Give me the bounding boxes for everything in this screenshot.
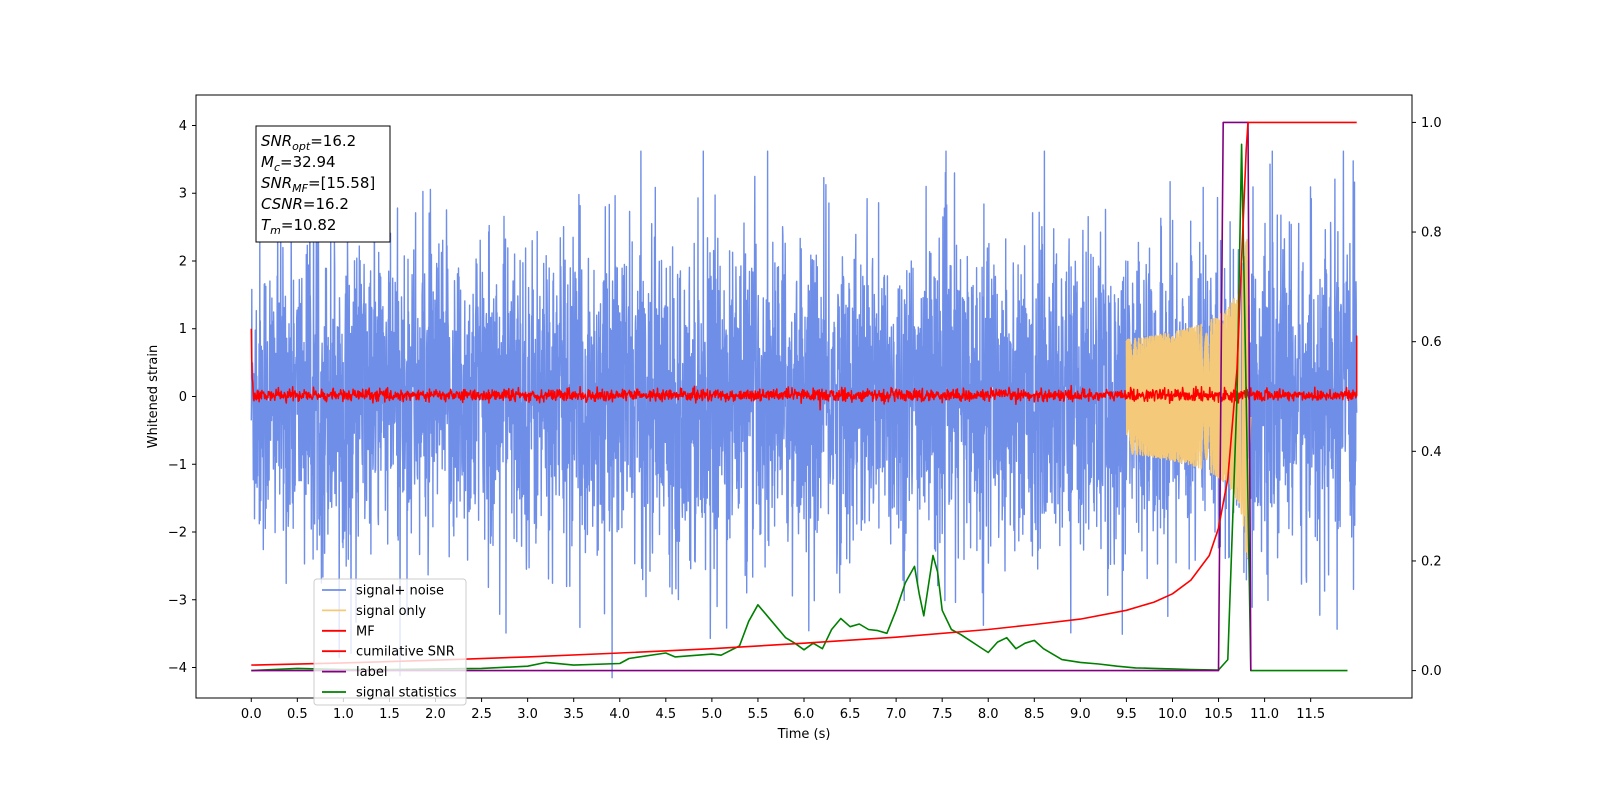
x-tick-label: 4.5 — [655, 707, 676, 722]
y-axis-label: Whitened strain — [146, 345, 161, 448]
y2-tick-label: 0.6 — [1421, 335, 1442, 350]
x-tick-label: 1.5 — [379, 707, 400, 722]
legend-entry: signal only — [356, 604, 426, 619]
legend: signal+ noise signal only MF cumilative SNR… — [313, 578, 467, 706]
y-tick-label: −3 — [168, 593, 187, 608]
annotation-line: SNRopt=16.2 — [261, 132, 356, 153]
series-signal-only — [1125, 238, 1252, 559]
x-tick-label: 1.0 — [333, 707, 354, 722]
x-tick-label: 0.5 — [287, 707, 308, 722]
annotation-box: SNRopt=16.2Mc=32.94SNRMF=[15.58]CSNR=16.… — [255, 125, 391, 243]
annotation-line: SNRMF=[15.58] — [261, 174, 375, 195]
y-tick-label: 2 — [179, 254, 187, 269]
legend-entry: label — [356, 665, 387, 680]
x-tick-label: 0.0 — [241, 707, 262, 722]
plot-area — [250, 121, 1358, 679]
x-tick-label: 4.0 — [609, 707, 630, 722]
x-tick-label: 3.5 — [563, 707, 584, 722]
annotation-line: Tm=10.82 — [261, 216, 336, 237]
annotation-frame — [255, 125, 391, 243]
x-tick-label: 9.0 — [1070, 707, 1091, 722]
y2-tick-label: 0.2 — [1421, 554, 1442, 569]
x-tick-label: 8.5 — [1024, 707, 1045, 722]
x-tick-label: 7.5 — [932, 707, 953, 722]
series-mf — [250, 328, 1358, 411]
legend-entry: MF — [356, 624, 375, 639]
series-signal-noise — [250, 150, 1358, 679]
x-tick-label: 5.5 — [748, 707, 769, 722]
series-cumulative-snr — [251, 121, 1357, 666]
x-tick-label: 5.0 — [702, 707, 723, 722]
x-tick-label: 9.5 — [1116, 707, 1137, 722]
series-label — [251, 121, 1252, 672]
x-tick-label: 10.5 — [1204, 707, 1233, 722]
legend-frame — [313, 578, 467, 706]
annotation-line: CSNR=16.2 — [261, 195, 349, 213]
y-tick-label: 1 — [179, 322, 187, 337]
x-tick-label: 2.5 — [471, 707, 492, 722]
axes: 0.0 0.5 1.0 1.5 2.0 2.5 3.0 3.5 4.0 4.5 5.0 5.5 6.0 6… — [168, 94, 1442, 722]
y2-tick-label: 0.4 — [1421, 445, 1442, 460]
y2-tick-label: 0.0 — [1421, 664, 1442, 679]
y-tick-label: −2 — [168, 526, 187, 541]
y-tick-label: 0 — [179, 390, 187, 405]
y2-tick-label: 1.0 — [1421, 116, 1442, 131]
x-tick-label: 7.0 — [886, 707, 907, 722]
x-tick-label: 11.0 — [1250, 707, 1279, 722]
x-tick-label: 8.0 — [978, 707, 999, 722]
y2-tick-label: 0.8 — [1421, 226, 1442, 241]
y-tick-label: −1 — [168, 458, 187, 473]
x-tick-label: 3.0 — [517, 707, 538, 722]
x-tick-label: 6.0 — [794, 707, 815, 722]
y-tick-label: 4 — [179, 119, 187, 134]
y-tick-label: 3 — [179, 187, 187, 202]
x-tick-label: 6.5 — [840, 707, 861, 722]
x-tick-label: 2.0 — [425, 707, 446, 722]
x-axis-label: Time (s) — [777, 727, 831, 742]
x-tick-label: 10.0 — [1158, 707, 1187, 722]
legend-entry: signal+ noise — [356, 584, 444, 599]
y-tick-label: −4 — [168, 661, 187, 676]
series-signal-statistics — [251, 143, 1348, 672]
legend-entry: cumilative SNR — [356, 645, 455, 660]
x-tick-label: 11.5 — [1296, 707, 1325, 722]
annotation-line: Mc=32.94 — [261, 153, 336, 174]
legend-entry: signal statistics — [356, 686, 457, 701]
